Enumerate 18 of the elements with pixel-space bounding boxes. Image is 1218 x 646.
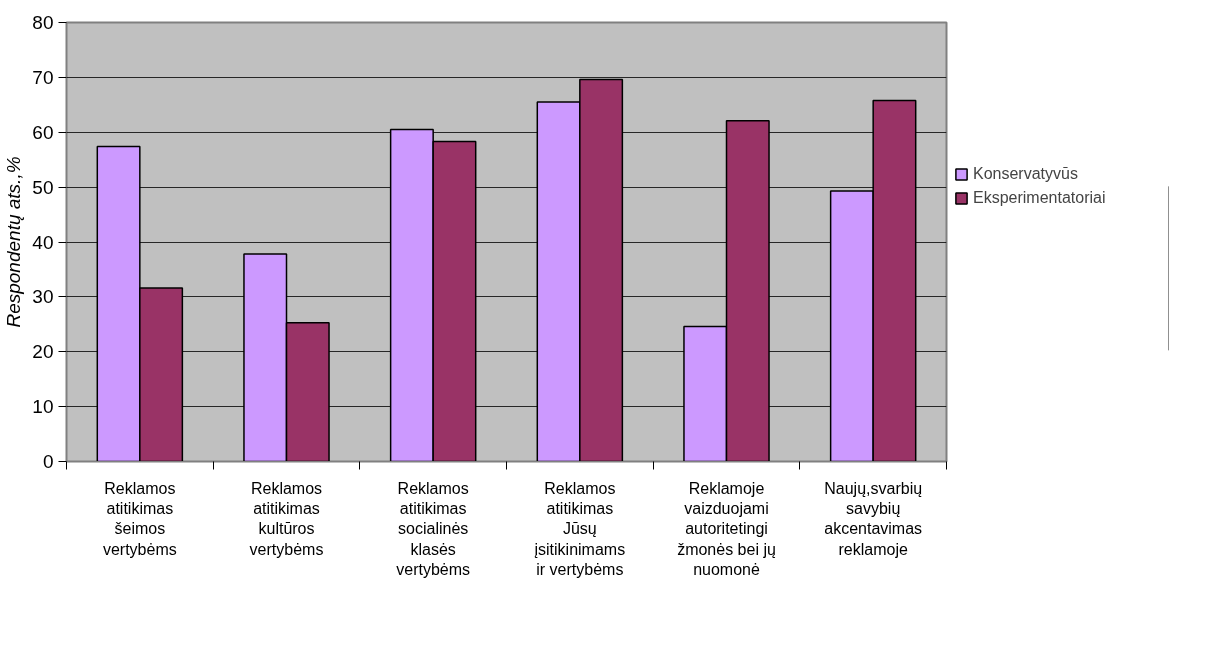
x-tick-label: Reklamos atitikimas socialinės klasės vertybėms	[396, 479, 471, 579]
y-tick-label: 50	[32, 176, 54, 198]
y-tick-label: 40	[32, 231, 54, 253]
y-tick-label: 30	[32, 286, 54, 308]
y-tick-label: 10	[32, 396, 54, 418]
y-tick-label: 80	[32, 12, 54, 33]
x-tick-label: Reklamos atitikimas Jūsų įsitikinimams ir vertybėms	[534, 479, 626, 579]
y-tick-label: 0	[42, 451, 54, 472]
x-tick-label: Reklamoje vaizduojami autoritetingi žmonės bei jų nuomonė	[677, 479, 776, 579]
y-tick-label: 20	[32, 341, 54, 363]
y-tick-label: 60	[32, 121, 54, 143]
x-tick-label: Reklamos atitikimas kultūros vertybėms	[249, 479, 324, 558]
y-axis-title: Respondentų ats.,%	[3, 156, 25, 328]
legend-label: Konservatyvūs	[973, 165, 1078, 183]
y-tick-label: 70	[32, 66, 54, 88]
x-tick-label: Naujų,svarbių savybių akcentavimas reklamoje	[824, 479, 923, 558]
x-tick-label: Reklamos atitikimas šeimos vertybėms	[102, 479, 177, 558]
legend-label: Eksperimentatoriai	[973, 189, 1106, 207]
